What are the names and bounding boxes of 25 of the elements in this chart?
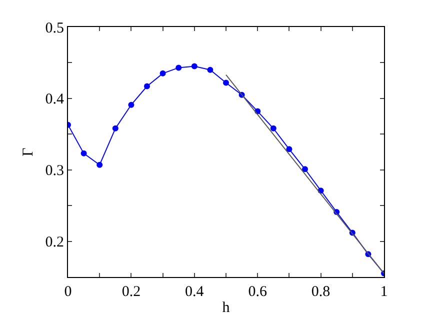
point <box>128 102 134 108</box>
point <box>80 150 87 156</box>
x-tick-label: 0.6 <box>248 284 268 300</box>
x-tick-label: 0.2 <box>122 284 141 300</box>
point <box>112 125 118 132</box>
point <box>286 146 292 152</box>
y-tick-label: 0.3 <box>45 163 64 180</box>
y-tick-label: 0.5 <box>45 20 64 36</box>
y-tick-label: 0.4 <box>45 92 64 108</box>
x-tick-label: 0.8 <box>311 284 330 300</box>
point <box>207 66 214 73</box>
point <box>160 70 166 76</box>
point <box>176 64 182 71</box>
x-tick-label: 0 <box>64 284 72 300</box>
x-tick-label: 1 <box>380 284 388 300</box>
y-tick-label: 0.2 <box>45 234 64 251</box>
point <box>223 80 229 86</box>
point <box>302 166 308 172</box>
point <box>144 83 150 90</box>
y-axis-title: Γ <box>20 147 36 156</box>
x-axis-title: h <box>222 300 230 316</box>
point <box>96 162 103 168</box>
point <box>270 125 276 132</box>
x-tick-label: 0.4 <box>185 284 204 300</box>
point <box>191 63 198 70</box>
